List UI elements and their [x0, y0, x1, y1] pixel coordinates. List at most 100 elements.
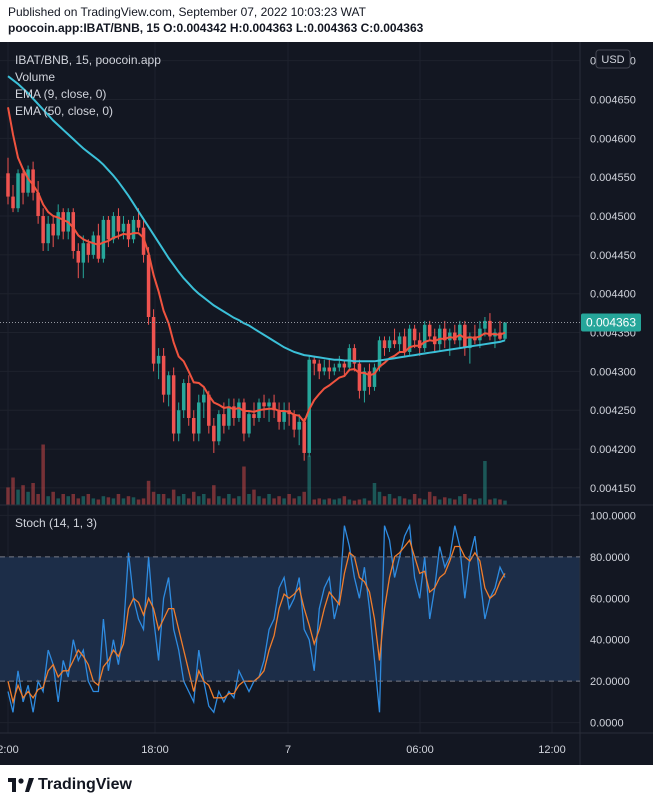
candle-body	[91, 235, 96, 255]
candle-body	[427, 324, 432, 337]
volume-bar	[372, 483, 377, 505]
legend-ema50[interactable]: EMA (50, close, 0)	[15, 104, 113, 118]
volume-bar	[443, 497, 447, 505]
candle-body	[81, 243, 86, 263]
candle-body	[392, 340, 397, 345]
candle-body	[437, 328, 442, 345]
candle-body	[161, 355, 166, 395]
candle-body	[458, 324, 462, 341]
stoch-d-line	[7, 538, 506, 705]
candle-body	[292, 414, 296, 430]
candle-body	[372, 367, 377, 387]
candle-body	[327, 367, 332, 372]
volume-bar	[26, 491, 30, 505]
volume-bar	[282, 498, 286, 505]
volume-bar	[453, 499, 457, 505]
stoch-tick: 80.0000	[590, 552, 630, 564]
volume-bar	[277, 496, 281, 505]
volume-bar	[46, 496, 50, 505]
candle-body	[51, 223, 55, 236]
volume-bar	[76, 498, 81, 505]
volume-bar	[402, 498, 407, 505]
price-tick: 0.004600	[590, 133, 636, 145]
volume-bar	[337, 498, 342, 505]
candle-body	[166, 375, 171, 395]
volume-bar	[267, 494, 271, 505]
volume-bar	[56, 498, 60, 505]
candle-body	[483, 320, 487, 329]
volume-bar	[427, 491, 432, 505]
volume-bar	[242, 466, 246, 505]
time-tick: 18:00	[141, 744, 169, 756]
candle-body	[21, 173, 25, 193]
volume-bar	[252, 489, 256, 505]
candle-body	[267, 402, 271, 407]
candle-body	[242, 402, 246, 434]
candle-body	[171, 375, 176, 434]
legend-volume[interactable]: Volume	[15, 70, 55, 84]
volume-bar	[106, 497, 111, 505]
candles	[6, 157, 507, 461]
volume-bar	[448, 498, 452, 505]
volume-bar	[377, 491, 382, 505]
volume-bar	[503, 500, 507, 505]
volume-bar	[307, 455, 311, 505]
volume-bar	[146, 480, 151, 505]
footer: TradingView	[0, 765, 653, 804]
candle-body	[237, 402, 241, 418]
stoch-lines	[7, 523, 506, 714]
legend-ema9[interactable]: EMA (9, close, 0)	[15, 87, 106, 101]
volume-bar	[417, 498, 422, 505]
stoch-tick: 40.0000	[590, 635, 630, 647]
candle-body	[347, 348, 352, 368]
volume-bar	[71, 494, 76, 505]
price-tick: 0.004200	[590, 444, 636, 456]
candle-body	[312, 359, 316, 364]
candle-body	[377, 340, 382, 368]
candle-body	[247, 414, 251, 434]
candle-body	[422, 324, 427, 349]
candle-body	[126, 223, 131, 240]
chart-area[interactable]: 0.0047000.0046500.0046000.0045500.004500…	[0, 42, 653, 765]
candle-body	[222, 414, 226, 426]
candle-body	[36, 192, 40, 217]
time-tick: 06:00	[406, 744, 434, 756]
volume-bar	[176, 496, 181, 505]
candle-body	[176, 410, 181, 434]
candle-body	[191, 417, 196, 434]
volume-bar	[171, 489, 176, 505]
price-tick: 0.004150	[590, 483, 636, 495]
candle-body	[362, 371, 367, 391]
currency-button-frame[interactable]	[595, 49, 631, 69]
last-price-badge	[581, 313, 641, 332]
ohlc-line: poocoin.app:IBAT/BNB, 15 O:0.004342 H:0.…	[8, 21, 424, 35]
volume-bar	[227, 494, 231, 505]
volume-bar	[31, 483, 35, 505]
volume-bar	[21, 485, 25, 505]
candle-body	[217, 414, 221, 442]
currency-button[interactable]: USD	[595, 49, 631, 69]
volume-bar	[463, 494, 467, 505]
candle-body	[463, 324, 467, 349]
volume-bar	[322, 499, 327, 505]
volume-bar	[352, 500, 357, 505]
volume-bar	[41, 444, 45, 505]
volume-bar	[498, 499, 502, 505]
price-tick: 0.004650	[590, 94, 636, 106]
volume-bar	[257, 496, 261, 505]
legend-stoch[interactable]: Stoch (14, 1, 3)	[15, 516, 97, 530]
volume-bar	[81, 496, 86, 505]
currency-label[interactable]: USD	[601, 54, 624, 66]
volume-bar	[166, 498, 171, 505]
volume-bar	[247, 494, 251, 505]
candle-body	[101, 219, 106, 259]
stoch-tick: 60.0000	[590, 593, 630, 605]
volume-bar	[302, 491, 306, 505]
tradingview-logo[interactable]: TradingView	[8, 776, 132, 794]
legend-symbol[interactable]: IBAT/BNB, 15, poocoin.app	[15, 53, 161, 67]
tradingview-wordmark: TradingView	[38, 776, 132, 793]
candle-body	[412, 328, 417, 341]
volume-bar	[483, 461, 487, 505]
volume-bar	[197, 496, 201, 505]
volume-bar	[86, 494, 91, 505]
